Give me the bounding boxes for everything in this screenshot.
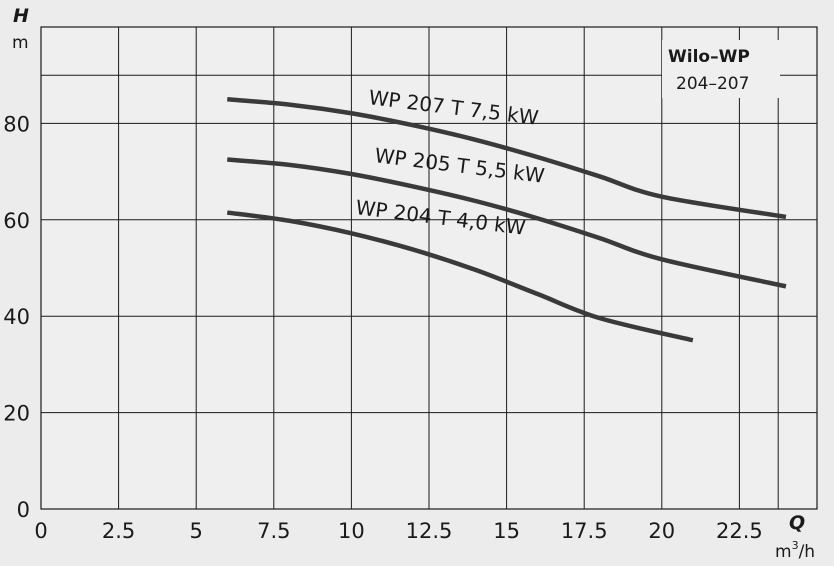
chart-title: Wilo–WP: [668, 47, 750, 67]
x-tick-label: 7.5: [257, 519, 290, 543]
x-axis-unit-sup: 3: [792, 539, 799, 552]
x-axis-unit-tail: /h: [799, 542, 816, 562]
series-line-2: [226, 210, 694, 343]
y-axis-unit: m: [12, 33, 29, 53]
series-line-1: [227, 157, 787, 289]
y-tick-label: 60: [3, 209, 30, 233]
series-line-0: [227, 97, 787, 220]
x-tick-label: 2.5: [102, 519, 135, 543]
x-tick-label: 0: [34, 519, 47, 543]
y-tick-labels: 0 20 40 60 80: [3, 112, 30, 522]
chart-subtitle: 204–207: [676, 74, 749, 94]
y-tick-label: 40: [3, 305, 30, 329]
x-tick-labels: 0 2.5 5 7.5 10 12.5 15 17.5 20 22.5: [34, 519, 762, 543]
y-axis-letter: H: [13, 5, 29, 27]
grid-lines: [41, 27, 817, 509]
x-axis-unit: m3/h: [775, 539, 815, 562]
x-tick-label: 20: [648, 519, 675, 543]
x-tick-label: 15: [493, 519, 520, 543]
x-axis-letter: Q: [789, 512, 805, 534]
series-curves: [226, 97, 787, 343]
x-tick-label: 12.5: [406, 519, 453, 543]
title-box-mask: [662, 40, 780, 98]
y-tick-label: 80: [3, 112, 30, 136]
y-tick-label: 20: [3, 402, 30, 426]
x-tick-label: 10: [338, 519, 365, 543]
x-tick-label: 5: [190, 519, 203, 543]
x-axis-unit-base: m: [775, 542, 792, 562]
y-tick-label: 0: [17, 498, 30, 522]
x-tick-label: 17.5: [561, 519, 608, 543]
x-tick-label: 22.5: [716, 519, 763, 543]
